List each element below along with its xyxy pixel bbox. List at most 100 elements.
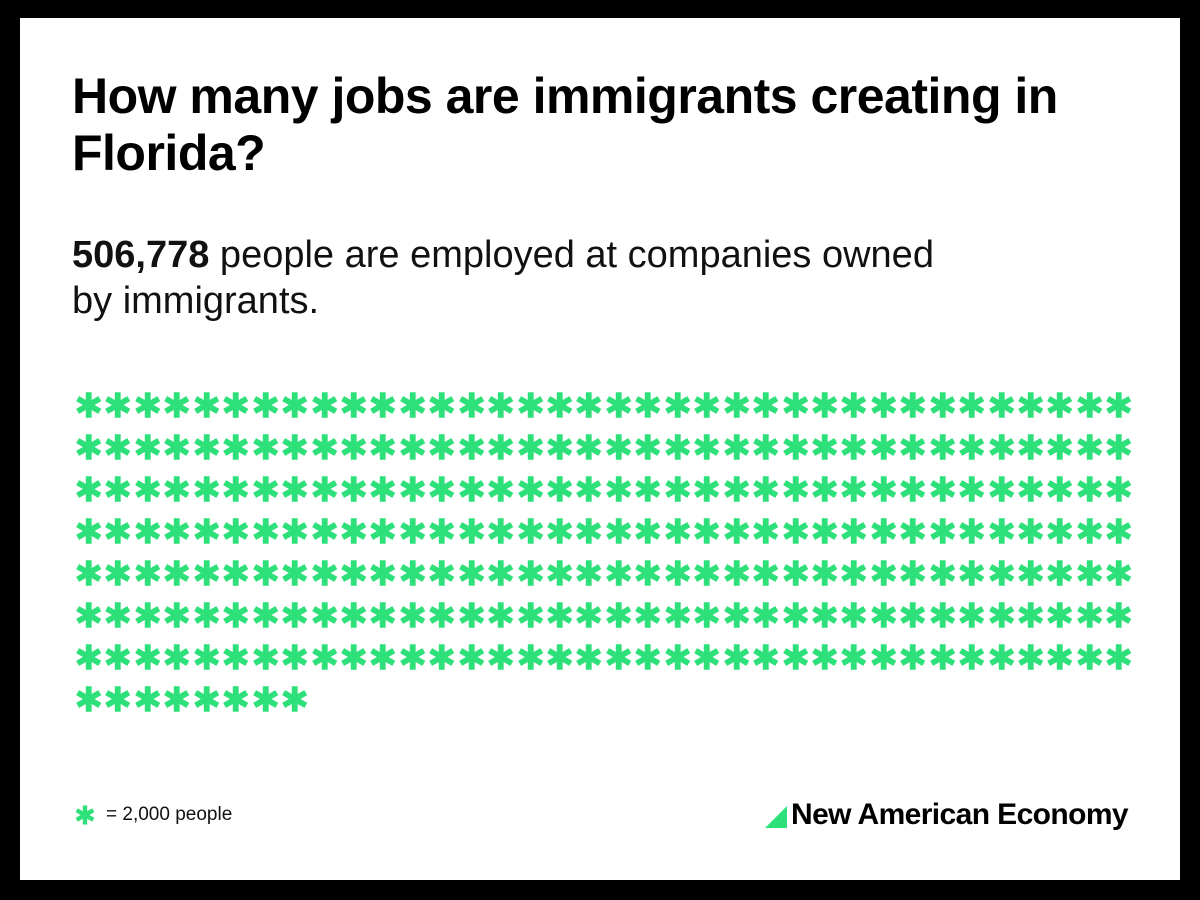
asterisk-icon (663, 600, 692, 642)
asterisk-icon (810, 432, 839, 474)
asterisk-icon (839, 474, 868, 516)
asterisk-icon (427, 600, 456, 642)
asterisk-icon (928, 390, 957, 432)
asterisk-icon (928, 516, 957, 558)
asterisk-icon (1045, 432, 1074, 474)
asterisk-icon (280, 432, 309, 474)
asterisk-icon (339, 516, 368, 558)
asterisk-icon (398, 432, 427, 474)
asterisk-icon (516, 516, 545, 558)
asterisk-icon (339, 600, 368, 642)
asterisk-icon (545, 390, 574, 432)
asterisk-icon (192, 684, 221, 726)
asterisk-icon (869, 474, 898, 516)
asterisk-icon (339, 432, 368, 474)
asterisk-icon (722, 474, 751, 516)
asterisk-icon (839, 390, 868, 432)
asterisk-icon (221, 390, 250, 432)
asterisk-icon (368, 642, 397, 684)
asterisk-icon (74, 516, 103, 558)
asterisk-icon (74, 390, 103, 432)
asterisk-icon (1045, 474, 1074, 516)
brand-logo: New American Economy (765, 798, 1129, 832)
asterisk-icon (604, 642, 633, 684)
asterisk-icon (103, 432, 132, 474)
asterisk-icon (280, 390, 309, 432)
asterisk-icon (1016, 390, 1045, 432)
asterisk-icon (633, 516, 662, 558)
asterisk-icon (810, 474, 839, 516)
asterisk-icon (987, 642, 1016, 684)
asterisk-icon (1016, 642, 1045, 684)
asterisk-icon (310, 516, 339, 558)
asterisk-icon (310, 558, 339, 600)
asterisk-icon (869, 642, 898, 684)
asterisk-icon (103, 558, 132, 600)
asterisk-icon (427, 390, 456, 432)
asterisk-icon (251, 432, 280, 474)
asterisk-icon (663, 390, 692, 432)
subtitle: 506,778 people are employed at companies… (72, 232, 972, 324)
asterisk-icon (1104, 516, 1133, 558)
asterisk-icon (1104, 432, 1133, 474)
asterisk-icon (1045, 390, 1074, 432)
asterisk-icon (1075, 642, 1104, 684)
asterisk-icon (1104, 558, 1133, 600)
asterisk-icon (251, 474, 280, 516)
asterisk-icon (192, 432, 221, 474)
asterisk-icon (280, 558, 309, 600)
asterisk-icon (368, 516, 397, 558)
asterisk-icon (839, 600, 868, 642)
asterisk-icon (251, 558, 280, 600)
asterisk-icon (516, 642, 545, 684)
asterisk-icon (74, 432, 103, 474)
asterisk-icon (898, 432, 927, 474)
asterisk-icon (839, 558, 868, 600)
asterisk-icon (692, 516, 721, 558)
asterisk-icon (221, 684, 250, 726)
asterisk-icon (545, 432, 574, 474)
asterisk-icon (633, 558, 662, 600)
asterisk-icon (133, 432, 162, 474)
asterisk-icon (310, 432, 339, 474)
asterisk-icon (486, 600, 515, 642)
asterisk-icon (810, 558, 839, 600)
asterisk-icon (74, 684, 103, 726)
asterisk-icon (457, 600, 486, 642)
asterisk-icon (722, 432, 751, 474)
asterisk-icon (633, 390, 662, 432)
asterisk-icon (810, 516, 839, 558)
asterisk-icon (1104, 390, 1133, 432)
asterisk-icon (928, 642, 957, 684)
asterisk-icon (869, 600, 898, 642)
asterisk-icon (898, 558, 927, 600)
asterisk-icon (839, 432, 868, 474)
asterisk-icon (221, 474, 250, 516)
asterisk-icon (516, 558, 545, 600)
asterisk-icon (339, 474, 368, 516)
asterisk-icon (162, 432, 191, 474)
asterisk-icon (251, 684, 280, 726)
asterisk-icon (957, 474, 986, 516)
asterisk-icon (162, 558, 191, 600)
asterisk-icon (486, 432, 515, 474)
asterisk-icon (781, 474, 810, 516)
asterisk-icon (192, 390, 221, 432)
asterisk-icon (751, 432, 780, 474)
asterisk-icon (339, 642, 368, 684)
asterisk-icon (516, 474, 545, 516)
asterisk-icon (486, 390, 515, 432)
asterisk-icon (427, 432, 456, 474)
asterisk-icon (427, 642, 456, 684)
asterisk-icon (839, 642, 868, 684)
asterisk-icon (781, 642, 810, 684)
asterisk-icon (368, 390, 397, 432)
asterisk-icon (310, 390, 339, 432)
asterisk-icon (1016, 474, 1045, 516)
asterisk-icon (1075, 516, 1104, 558)
asterisk-icon (162, 600, 191, 642)
asterisk-icon (692, 558, 721, 600)
asterisk-icon (692, 474, 721, 516)
asterisk-icon (457, 432, 486, 474)
asterisk-icon (781, 600, 810, 642)
